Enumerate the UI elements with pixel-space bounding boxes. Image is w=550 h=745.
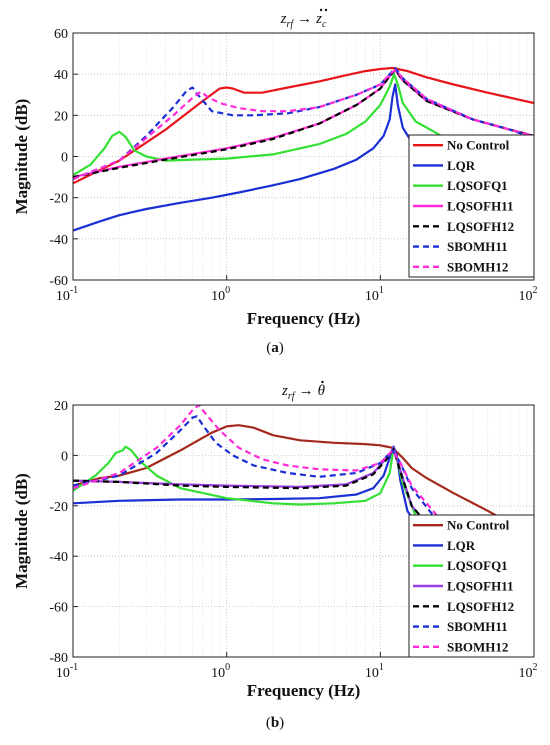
caption-open: ( [266, 715, 271, 731]
legend: No Control LQR LQSOFQ1 LQSOFH11 LQSOFH12 SBOM… [408, 514, 535, 658]
legend-label: LQSOFH11 [447, 199, 513, 214]
x-tick-base: 10 [56, 289, 70, 304]
y-axis: -80 -60 -40 -20 0 20 [49, 399, 78, 666]
chart-title: zrf → zc [280, 11, 327, 30]
legend-label: LQSOFH12 [447, 599, 514, 614]
legend-label: SBOMH12 [447, 259, 508, 274]
legend: No Control LQR LQSOFQ1 LQSOFH11 LQSOFH12 SBOM… [408, 134, 535, 278]
series-line-no-control [73, 424, 534, 538]
y-tick-label: -20 [49, 192, 68, 207]
title-rhs-subscript: c [322, 19, 327, 30]
series-line-lqsofq1 [73, 445, 534, 598]
title-lhs: z [280, 11, 287, 27]
x-tick-label: 101 [365, 662, 384, 681]
series-line-sbomh12 [73, 405, 534, 580]
derivative-dot [324, 8, 328, 12]
chart-title: zrf → θ [281, 383, 326, 402]
x-tick-exponent: -1 [70, 662, 78, 673]
legend-label: LQR [447, 538, 476, 553]
caption-close: ) [279, 715, 284, 731]
y-tick-label: 0 [61, 449, 68, 464]
series-group [73, 405, 534, 603]
caption-letter: a [271, 340, 279, 356]
title-rhs: z [315, 11, 322, 27]
caption-open: ( [266, 340, 271, 356]
y-axis-label: Magnitude (dB) [12, 99, 31, 215]
x-tick-base: 10 [519, 289, 533, 304]
legend-label: LQSOFQ1 [447, 558, 508, 573]
x-tick-base: 10 [211, 666, 225, 681]
caption-close: ) [279, 340, 284, 356]
legend-label: No Control [447, 518, 510, 533]
x-tick-exponent: 0 [225, 662, 230, 673]
x-axis-label: Frequency (Hz) [247, 681, 360, 700]
x-tick-exponent: 0 [225, 285, 230, 296]
title-arrow: → [299, 383, 314, 399]
legend-label: SBOMH11 [447, 239, 508, 254]
x-tick-label: 102 [519, 285, 538, 304]
y-tick-label: 0 [61, 151, 68, 166]
x-axis: 10-1 100 101 102 [56, 275, 538, 304]
y-tick-label: -80 [49, 651, 68, 666]
x-tick-base: 10 [211, 289, 225, 304]
x-axis: 10-1 100 101 102 [56, 652, 538, 681]
legend-label: LQR [447, 158, 476, 173]
y-tick-label: 60 [54, 27, 68, 42]
x-tick-base: 10 [365, 666, 379, 681]
x-tick-base: 10 [56, 666, 70, 681]
caption-letter: b [271, 715, 279, 731]
y-tick-label: -40 [49, 233, 68, 248]
x-tick-base: 10 [365, 289, 379, 304]
y-tick-label: -60 [49, 274, 68, 289]
x-tick-label: 10-1 [56, 662, 78, 681]
title-lhs: z [281, 383, 288, 399]
legend-label: LQSOFH11 [447, 579, 513, 594]
title-lhs-subscript: rf [288, 391, 296, 402]
derivative-dot [321, 380, 324, 384]
x-tick-exponent: 1 [379, 662, 384, 673]
y-axis-label: Magnitude (dB) [12, 473, 31, 589]
title-arrow: → [297, 11, 312, 27]
x-tick-label: 102 [519, 662, 538, 681]
series-line-sbomh11 [73, 415, 534, 585]
x-tick-label: 100 [211, 285, 230, 304]
x-tick-exponent: 2 [533, 285, 538, 296]
x-tick-label: 101 [365, 285, 384, 304]
y-tick-label: -60 [49, 601, 68, 616]
legend-label: SBOMH12 [447, 639, 508, 654]
y-tick-label: 20 [54, 399, 68, 414]
x-axis-label: Frequency (Hz) [247, 309, 360, 328]
title-lhs-subscript: rf [286, 19, 294, 30]
legend-label: LQSOFH12 [447, 219, 514, 234]
y-tick-label: 40 [54, 68, 68, 83]
y-tick-label: 20 [54, 109, 68, 124]
y-tick-label: -20 [49, 500, 68, 515]
x-tick-base: 10 [519, 666, 533, 681]
title-rhs: θ [318, 383, 326, 399]
x-tick-exponent: 2 [533, 662, 538, 673]
legend-label: SBOMH11 [447, 619, 508, 634]
series-line-sbomh11 [73, 66, 534, 181]
panel-caption: (a) [266, 340, 284, 356]
series-line-lqsofq1 [73, 73, 534, 177]
x-tick-label: 10-1 [56, 285, 78, 304]
panel-caption: (b) [266, 715, 284, 731]
x-tick-label: 100 [211, 662, 230, 681]
x-tick-exponent: -1 [70, 285, 78, 296]
y-tick-label: -40 [49, 550, 68, 565]
legend-label: LQSOFQ1 [447, 178, 508, 193]
legend-label: No Control [447, 138, 510, 153]
y-axis: -60 -40 -20 0 20 40 60 [49, 27, 78, 289]
x-tick-exponent: 1 [379, 285, 384, 296]
derivative-dot [319, 8, 323, 12]
